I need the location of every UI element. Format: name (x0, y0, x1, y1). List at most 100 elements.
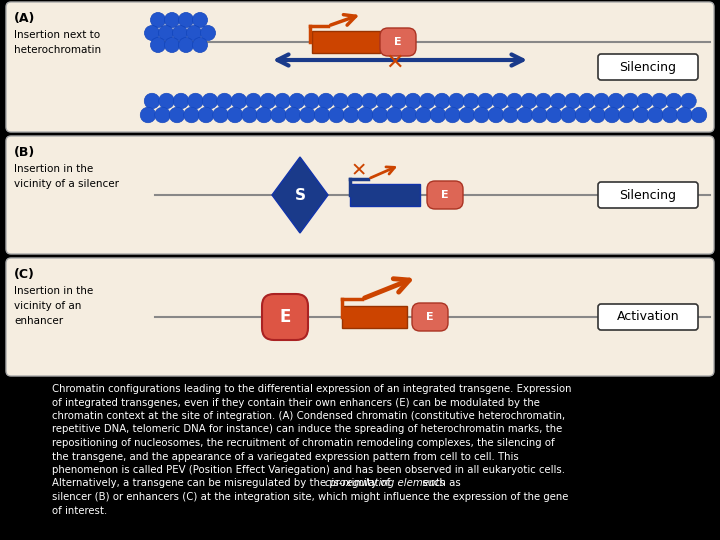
Circle shape (158, 93, 174, 109)
Text: Chromatin configurations leading to the differential expression of an integrated: Chromatin configurations leading to the … (52, 384, 572, 394)
Circle shape (192, 12, 207, 28)
Circle shape (256, 107, 272, 123)
Text: Activation: Activation (617, 310, 679, 323)
Circle shape (492, 93, 508, 109)
FancyBboxPatch shape (427, 181, 463, 209)
Circle shape (561, 107, 576, 123)
Text: E: E (426, 312, 434, 322)
Circle shape (200, 25, 215, 40)
Circle shape (666, 93, 682, 109)
Circle shape (434, 93, 450, 109)
Circle shape (184, 107, 199, 123)
Circle shape (575, 107, 591, 123)
Text: E: E (441, 190, 449, 200)
Circle shape (633, 107, 649, 123)
Circle shape (246, 93, 261, 109)
FancyBboxPatch shape (6, 2, 714, 132)
Circle shape (594, 93, 609, 109)
Text: (B): (B) (14, 146, 35, 159)
Text: repositioning of nucleosomes, the recruitment of chromatin remodeling complexes,: repositioning of nucleosomes, the recrui… (52, 438, 554, 448)
Circle shape (188, 93, 203, 109)
Circle shape (347, 93, 363, 109)
Circle shape (652, 93, 667, 109)
Polygon shape (272, 157, 328, 233)
Circle shape (637, 93, 653, 109)
Circle shape (420, 93, 436, 109)
Text: Silencing: Silencing (619, 188, 677, 201)
Text: (A): (A) (14, 12, 35, 25)
Circle shape (260, 93, 276, 109)
Text: phenomenon is called PEV (Position Effect Variegation) and has been observed in : phenomenon is called PEV (Position Effec… (52, 465, 565, 475)
Text: Alternatively, a transgene can be misregulated by the proximity of: Alternatively, a transgene can be misreg… (52, 478, 393, 489)
Circle shape (169, 107, 185, 123)
Circle shape (677, 107, 693, 123)
Circle shape (150, 12, 166, 28)
Circle shape (463, 93, 479, 109)
Circle shape (289, 93, 305, 109)
Circle shape (285, 107, 301, 123)
Circle shape (445, 107, 460, 123)
Circle shape (158, 25, 174, 40)
Circle shape (604, 107, 620, 123)
Circle shape (431, 107, 446, 123)
FancyBboxPatch shape (262, 294, 308, 340)
Circle shape (618, 107, 634, 123)
FancyBboxPatch shape (598, 54, 698, 80)
Circle shape (304, 93, 319, 109)
Circle shape (361, 93, 377, 109)
Bar (342, 306, 407, 328)
Circle shape (186, 25, 202, 40)
Circle shape (579, 93, 595, 109)
Circle shape (271, 107, 287, 123)
Text: Insertion in the
vicinity of a silencer: Insertion in the vicinity of a silencer (14, 164, 119, 189)
Circle shape (144, 93, 160, 109)
Circle shape (318, 93, 334, 109)
Text: E: E (279, 308, 291, 326)
Circle shape (372, 107, 388, 123)
FancyBboxPatch shape (6, 258, 714, 376)
Circle shape (198, 107, 214, 123)
Circle shape (691, 107, 707, 123)
Bar (350, 184, 420, 206)
Circle shape (164, 12, 179, 28)
Circle shape (488, 107, 504, 123)
Circle shape (155, 107, 171, 123)
Text: of interest.: of interest. (52, 505, 107, 516)
FancyBboxPatch shape (412, 303, 448, 331)
Text: Insertion in the
vicinity of an
enhancer: Insertion in the vicinity of an enhancer (14, 286, 94, 326)
Circle shape (376, 93, 392, 109)
Circle shape (212, 107, 228, 123)
Circle shape (405, 93, 420, 109)
Circle shape (564, 93, 580, 109)
Circle shape (536, 93, 552, 109)
Circle shape (275, 93, 290, 109)
Text: chromatin context at the site of integration. (A) Condensed chromatin (constitut: chromatin context at the site of integra… (52, 411, 565, 421)
Circle shape (590, 107, 606, 123)
Circle shape (358, 107, 373, 123)
Text: S: S (294, 187, 305, 202)
Circle shape (477, 93, 493, 109)
Circle shape (140, 107, 156, 123)
Circle shape (507, 93, 522, 109)
Circle shape (179, 12, 194, 28)
Circle shape (531, 107, 547, 123)
Circle shape (164, 37, 179, 52)
Text: Insertion next to
heterochromatin: Insertion next to heterochromatin (14, 30, 101, 55)
Text: Silencing: Silencing (619, 60, 677, 73)
Circle shape (150, 37, 166, 52)
Circle shape (231, 93, 247, 109)
Text: E: E (394, 37, 402, 47)
Circle shape (449, 93, 464, 109)
Circle shape (662, 107, 678, 123)
Circle shape (401, 107, 417, 123)
Circle shape (623, 93, 639, 109)
Circle shape (648, 107, 663, 123)
Circle shape (192, 37, 207, 52)
Bar (312, 31, 380, 53)
Circle shape (680, 93, 696, 109)
Circle shape (145, 25, 160, 40)
FancyBboxPatch shape (598, 182, 698, 208)
Circle shape (242, 107, 257, 123)
Circle shape (391, 93, 406, 109)
Circle shape (343, 107, 359, 123)
